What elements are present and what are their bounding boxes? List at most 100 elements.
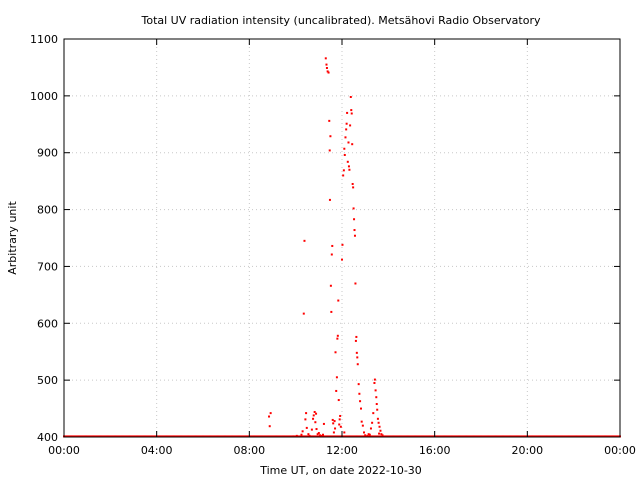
baseline-point [119,435,122,438]
data-point [349,124,352,127]
baseline-point [318,435,321,438]
data-point [374,389,377,392]
data-point [363,431,366,434]
baseline-point [312,435,315,438]
baseline-point [131,435,134,438]
baseline-point [502,435,505,438]
data-point [381,434,384,437]
baseline-point [511,435,514,438]
baseline-point [522,435,525,438]
data-point [313,410,316,413]
baseline-point [177,435,180,438]
baseline-point [74,435,77,438]
baseline-point [439,435,442,438]
baseline-point [254,435,257,438]
data-point [268,425,271,428]
baseline-point [278,435,281,438]
baseline-point [412,435,415,438]
data-point [330,253,333,256]
baseline-point [474,435,477,438]
baseline-point [546,435,549,438]
baseline-point [208,435,211,438]
baseline-point [410,435,413,438]
baseline-point [273,435,276,438]
baseline-point [291,435,294,438]
baseline-point [456,435,459,438]
baseline-point [89,435,92,438]
baseline-point [376,435,379,438]
baseline-point [446,435,449,438]
baseline-point [95,435,98,438]
baseline-point [565,435,568,438]
data-point [304,418,307,421]
y-tick-label: 500 [37,374,58,387]
baseline-point [249,435,252,438]
baseline-point [173,435,176,438]
baseline-point [400,435,403,438]
baseline-point [386,435,389,438]
baseline-point [322,435,325,438]
baseline-point [548,435,551,438]
baseline-point [615,435,618,438]
baseline-point [351,435,354,438]
baseline-point [581,435,584,438]
baseline-point [186,435,189,438]
baseline-point [124,435,127,438]
baseline-point [477,435,480,438]
baseline-point [413,435,416,438]
baseline-point [204,435,207,438]
baseline-point [475,435,478,438]
baseline-point [197,435,200,438]
baseline-point [557,435,560,438]
y-axis-label: Arbitrary unit [6,201,19,275]
baseline-point [441,435,444,438]
baseline-point [496,435,499,438]
data-point [354,282,357,285]
baseline-point [315,435,318,438]
baseline-point [350,435,353,438]
baseline-point [407,435,410,438]
baseline-point [595,435,598,438]
data-point [364,434,367,437]
baseline-point [101,435,104,438]
baseline-point [241,435,244,438]
data-point [359,407,362,410]
baseline-point [242,435,245,438]
baseline-point [507,435,510,438]
baseline-point [381,435,384,438]
data-point [325,63,328,66]
baseline-point [547,435,550,438]
baseline-point [87,435,90,438]
data-point [324,57,327,60]
baseline-point [543,435,546,438]
baseline-point [184,435,187,438]
baseline-point [83,435,86,438]
baseline-point [401,435,404,438]
baseline-point [71,435,74,438]
baseline-point [102,435,105,438]
baseline-point [69,435,72,438]
data-point [329,135,332,138]
baseline-point [156,435,159,438]
baseline-point [422,435,425,438]
baseline-point [561,435,564,438]
data-point [353,229,356,232]
baseline-point [365,435,368,438]
data-point [316,433,319,436]
baseline-point [212,435,215,438]
baseline-point [430,435,433,438]
baseline-point [608,435,611,438]
baseline-point [591,435,594,438]
baseline-point [162,435,165,438]
baseline-point [438,435,441,438]
baseline-point [486,435,489,438]
data-point [353,218,356,221]
data-point [331,418,334,421]
y-tick-label: 400 [37,431,58,444]
baseline-point [483,435,486,438]
baseline-point [270,435,273,438]
data-point [334,427,337,430]
baseline-point [215,435,218,438]
baseline-point [388,435,391,438]
baseline-point [601,435,604,438]
